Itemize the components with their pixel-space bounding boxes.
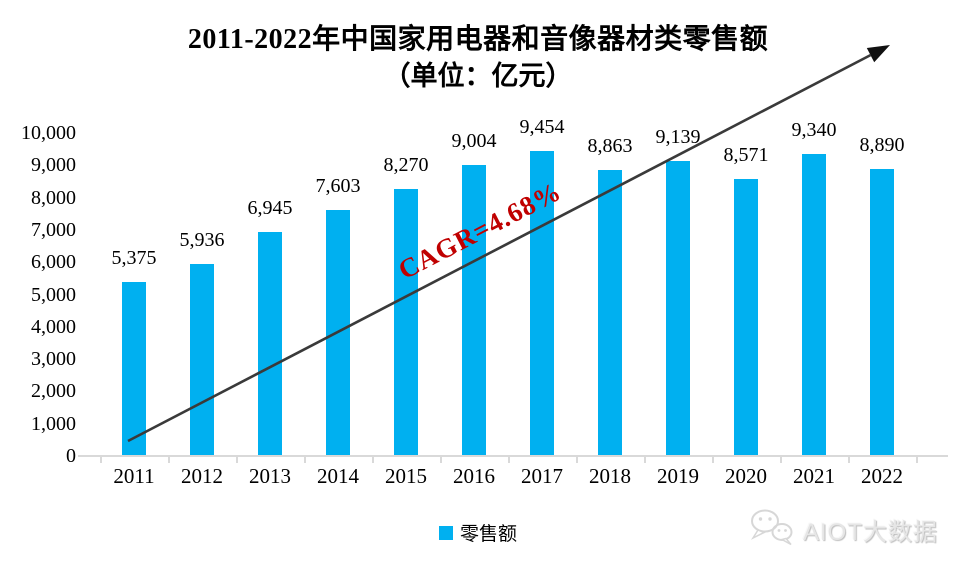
bar <box>394 188 418 456</box>
chart-title-line1: 2011-2022年中国家用电器和音像器材类零售额 <box>187 24 769 55</box>
y-tick-label: 10,000 <box>21 122 76 144</box>
x-tick-label: 2011 <box>113 464 155 488</box>
bar-value-label: 5,936 <box>179 229 225 252</box>
x-axis-tick <box>440 456 442 463</box>
chart-title-subtitle: （单位：亿元） <box>383 61 573 91</box>
legend: 零售额 <box>0 519 956 546</box>
x-tick-label: 2012 <box>181 464 223 488</box>
legend-swatch-icon <box>438 525 453 540</box>
watermark-text: AIOT大数据 <box>802 519 938 546</box>
x-axis-tick <box>780 456 782 463</box>
x-tick-label: 2021 <box>793 464 835 488</box>
x-axis-tick <box>576 456 578 463</box>
bar-value-label: 6,945 <box>247 196 293 219</box>
x-axis-tick <box>916 456 918 463</box>
legend-label: 零售额 <box>459 524 517 545</box>
x-axis <box>78 455 948 457</box>
bar <box>870 168 894 456</box>
x-axis-tick <box>712 456 714 463</box>
y-tick-label: 4,000 <box>31 315 76 338</box>
x-tick-label: 2020 <box>725 464 767 488</box>
bar <box>326 210 350 456</box>
wechat-icon <box>749 508 795 551</box>
x-tick-label: 2019 <box>657 464 699 488</box>
bar <box>190 264 214 456</box>
x-tick-label: 2017 <box>521 464 563 488</box>
x-axis-tick <box>644 456 646 463</box>
bar-value-label: 8,270 <box>383 153 429 176</box>
x-tick-label: 2013 <box>249 464 291 488</box>
y-tick-label: 0 <box>66 445 76 467</box>
bar <box>734 179 758 456</box>
bar <box>598 169 622 456</box>
x-axis-tick <box>236 456 238 463</box>
x-axis-tick <box>100 456 102 463</box>
bar-value-label: 8,890 <box>859 133 905 156</box>
bar <box>122 282 146 456</box>
chart-title: 2011-2022年中国家用电器和音像器材类零售额 （单位：亿元） <box>0 22 956 94</box>
x-tick-label: 2016 <box>453 464 495 488</box>
x-axis-tick <box>372 456 374 463</box>
x-tick-label: 2014 <box>317 464 359 488</box>
y-tick-label: 1,000 <box>31 412 76 435</box>
x-axis-tick <box>304 456 306 463</box>
bar <box>258 231 282 456</box>
x-axis-tick <box>848 456 850 463</box>
x-tick-label: 2022 <box>861 464 903 488</box>
x-axis-tick <box>508 456 510 463</box>
x-tick-label: 2015 <box>385 464 427 488</box>
y-tick-label: 8,000 <box>31 186 76 209</box>
bar-value-label: 8,571 <box>723 144 769 167</box>
bar <box>462 165 486 456</box>
y-tick-label: 6,000 <box>31 251 76 274</box>
bar <box>666 160 690 456</box>
bar-value-label: 7,603 <box>315 175 361 198</box>
y-tick-label: 2,000 <box>31 380 76 403</box>
y-tick-label: 7,000 <box>31 218 76 241</box>
x-axis-tick <box>168 456 170 463</box>
bar <box>802 154 826 456</box>
x-tick-label: 2018 <box>589 464 631 488</box>
y-tick-label: 9,000 <box>31 154 76 177</box>
y-tick-label: 5,000 <box>31 283 76 306</box>
y-tick-label: 3,000 <box>31 348 76 371</box>
watermark: AIOT大数据 <box>749 508 938 551</box>
